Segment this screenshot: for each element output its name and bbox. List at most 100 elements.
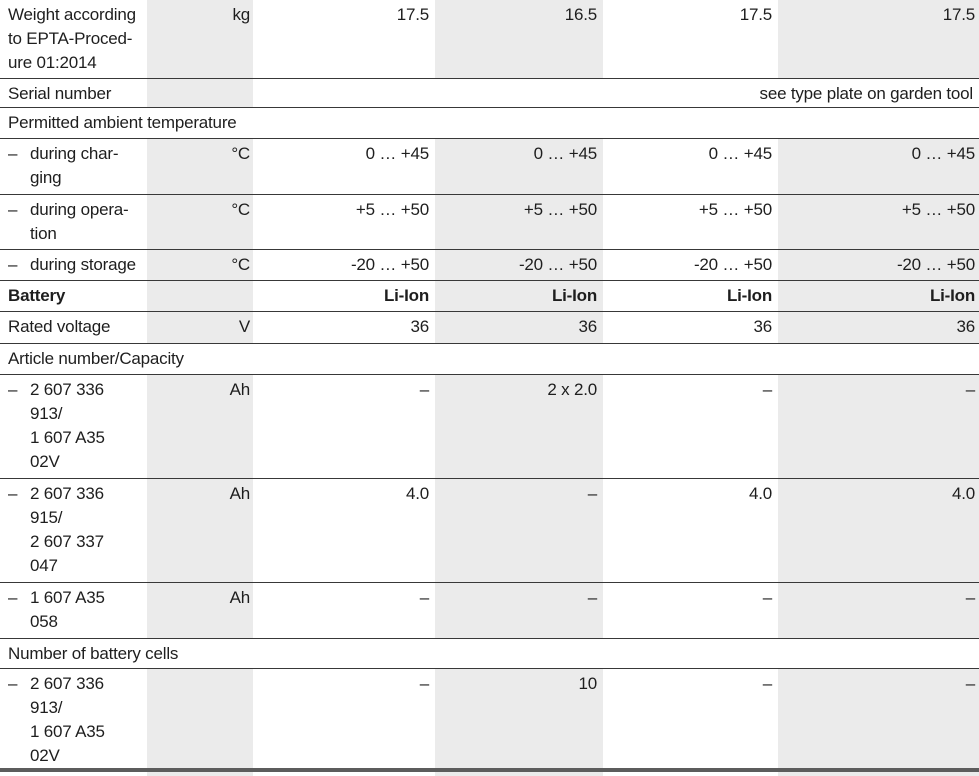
section-header-article-number-capacity: Article number/Capacity bbox=[0, 344, 979, 375]
unit-cell bbox=[147, 669, 253, 768]
value-cell: -20 … +50 bbox=[693, 255, 772, 274]
unit-cell: °C bbox=[147, 250, 253, 280]
table-row-rated-voltage: Rated voltage V 36 36 36 36 bbox=[0, 312, 979, 344]
table-row-article-1: – 2 607 336 913/ 1 607 A35 02V Ah – 2 x … bbox=[0, 375, 979, 479]
value-cell: +5 … +50 bbox=[698, 200, 772, 219]
list-dash: – bbox=[8, 200, 18, 219]
value-cell: 16.5 bbox=[435, 0, 603, 78]
cell-fragment bbox=[603, 772, 778, 776]
value-cell: – bbox=[762, 588, 772, 607]
value-cell: 4.0 bbox=[748, 484, 772, 503]
section-label: Article number/Capacity bbox=[8, 349, 184, 368]
value-cell: 36 bbox=[435, 312, 603, 343]
value-cell: 0 … +45 bbox=[708, 144, 773, 163]
value-cell: – bbox=[762, 380, 772, 399]
list-dash: – bbox=[8, 484, 18, 503]
value-cell: -20 … +50 bbox=[350, 255, 429, 274]
table-row-during-charging: – during char- ging °C 0 … +45 0 … +45 0… bbox=[0, 139, 979, 195]
row-label-text: during storage bbox=[30, 255, 136, 274]
value-cell: – bbox=[778, 583, 979, 638]
table-row-during-storage: – during storage °C -20 … +50 -20 … +50 … bbox=[0, 250, 979, 281]
value-cell: 36 bbox=[753, 317, 772, 336]
value-cell: – bbox=[778, 375, 979, 478]
value-cell: – bbox=[419, 588, 429, 607]
unit-cell bbox=[147, 281, 253, 311]
value-cell: Li-Ion bbox=[435, 281, 603, 311]
unit-cell: V bbox=[147, 312, 253, 343]
value-cell: +5 … +50 bbox=[778, 195, 979, 249]
table-row-weight: Weight according to EPTA-Proced- ure 01:… bbox=[0, 0, 979, 79]
row-label-text: 2 607 336 915/ 2 607 337 047 bbox=[30, 484, 104, 575]
section-header-ambient-temperature: Permitted ambient temperature bbox=[0, 108, 979, 139]
unit-cell: Ah bbox=[147, 479, 253, 582]
table-row-article-2: – 2 607 336 915/ 2 607 337 047 Ah 4.0 – … bbox=[0, 479, 979, 583]
row-label: Battery bbox=[8, 286, 66, 305]
unit-cell: °C bbox=[147, 139, 253, 194]
value-cell: Li-Ion bbox=[726, 286, 772, 305]
table-row-battery: Battery Li-Ion Li-Ion Li-Ion Li-Ion bbox=[0, 281, 979, 312]
unit-cell: Ah bbox=[147, 375, 253, 478]
section-header-number-of-battery-cells: Number of battery cells bbox=[0, 639, 979, 669]
row-label: Serial number bbox=[8, 84, 112, 103]
list-dash: – bbox=[8, 380, 18, 399]
value-cell: – bbox=[778, 669, 979, 768]
row-label: – during storage bbox=[0, 250, 147, 280]
row-label: – 2 607 336 913/ 1 607 A35 02V bbox=[0, 669, 147, 768]
row-label: Weight according to EPTA-Proced- ure 01:… bbox=[8, 5, 136, 72]
value-cell: – bbox=[419, 380, 429, 399]
unit-cell: kg bbox=[147, 0, 253, 78]
row-label-text: during char- ging bbox=[30, 144, 119, 187]
list-dash: – bbox=[8, 674, 18, 693]
row-label: – during opera- tion bbox=[0, 195, 147, 249]
value-cell: 4.0 bbox=[778, 479, 979, 582]
value-cell: -20 … +50 bbox=[435, 250, 603, 280]
value-cell: 17.5 bbox=[396, 5, 429, 24]
cell-fragment bbox=[147, 772, 253, 776]
value-cell: – bbox=[435, 479, 603, 582]
value-cell: – bbox=[762, 674, 772, 693]
value-cell: 0 … +45 bbox=[435, 139, 603, 194]
unit-cell bbox=[147, 79, 253, 107]
section-divider-bar bbox=[0, 768, 979, 772]
value-cell: Li-Ion bbox=[383, 286, 429, 305]
value-cell: 17.5 bbox=[778, 0, 979, 78]
row-label: – 2 607 336 913/ 1 607 A35 02V bbox=[0, 375, 147, 478]
value-cell: 0 … +45 bbox=[365, 144, 430, 163]
cell-fragment bbox=[253, 772, 435, 776]
list-dash: – bbox=[8, 255, 18, 274]
value-cell: Li-Ion bbox=[778, 281, 979, 311]
table-row-during-operation: – during opera- tion °C +5 … +50 +5 … +5… bbox=[0, 195, 979, 250]
value-cell: 36 bbox=[410, 317, 429, 336]
value-cell: -20 … +50 bbox=[778, 250, 979, 280]
value-cell: 2 x 2.0 bbox=[435, 375, 603, 478]
value-cell: +5 … +50 bbox=[355, 200, 429, 219]
value-cell: – bbox=[419, 674, 429, 693]
row-label: Rated voltage bbox=[8, 317, 111, 336]
value-cell: +5 … +50 bbox=[435, 195, 603, 249]
unit-cell: Ah bbox=[147, 583, 253, 638]
cell-fragment bbox=[778, 772, 979, 776]
row-label-text: 2 607 336 913/ 1 607 A35 02V bbox=[30, 380, 105, 471]
row-label-text: during opera- tion bbox=[30, 200, 129, 243]
cell-fragment bbox=[435, 772, 603, 776]
value-cell: 4.0 bbox=[405, 484, 429, 503]
unit-cell: °C bbox=[147, 195, 253, 249]
row-label-text: 1 607 A35 058 bbox=[30, 588, 105, 631]
row-label: – during char- ging bbox=[0, 139, 147, 194]
value-cell: 10 bbox=[435, 669, 603, 768]
value-cell: – bbox=[435, 583, 603, 638]
value-cell: 17.5 bbox=[739, 5, 772, 24]
list-dash: – bbox=[8, 588, 18, 607]
next-row-edge bbox=[0, 772, 979, 776]
table-row-battery-cells: – 2 607 336 913/ 1 607 A35 02V – 10 – – bbox=[0, 669, 979, 768]
table-row-article-3: – 1 607 A35 058 Ah – – – – bbox=[0, 583, 979, 639]
value-cell: see type plate on garden tool bbox=[759, 84, 974, 103]
row-label: – 1 607 A35 058 bbox=[0, 583, 147, 638]
cell-fragment bbox=[0, 772, 147, 776]
value-cell: 36 bbox=[778, 312, 979, 343]
table-row-serial-number: Serial number see type plate on garden t… bbox=[0, 79, 979, 108]
row-label-text: 2 607 336 913/ 1 607 A35 02V bbox=[30, 674, 105, 765]
value-cell: 0 … +45 bbox=[778, 139, 979, 194]
row-label: – 2 607 336 915/ 2 607 337 047 bbox=[0, 479, 147, 582]
